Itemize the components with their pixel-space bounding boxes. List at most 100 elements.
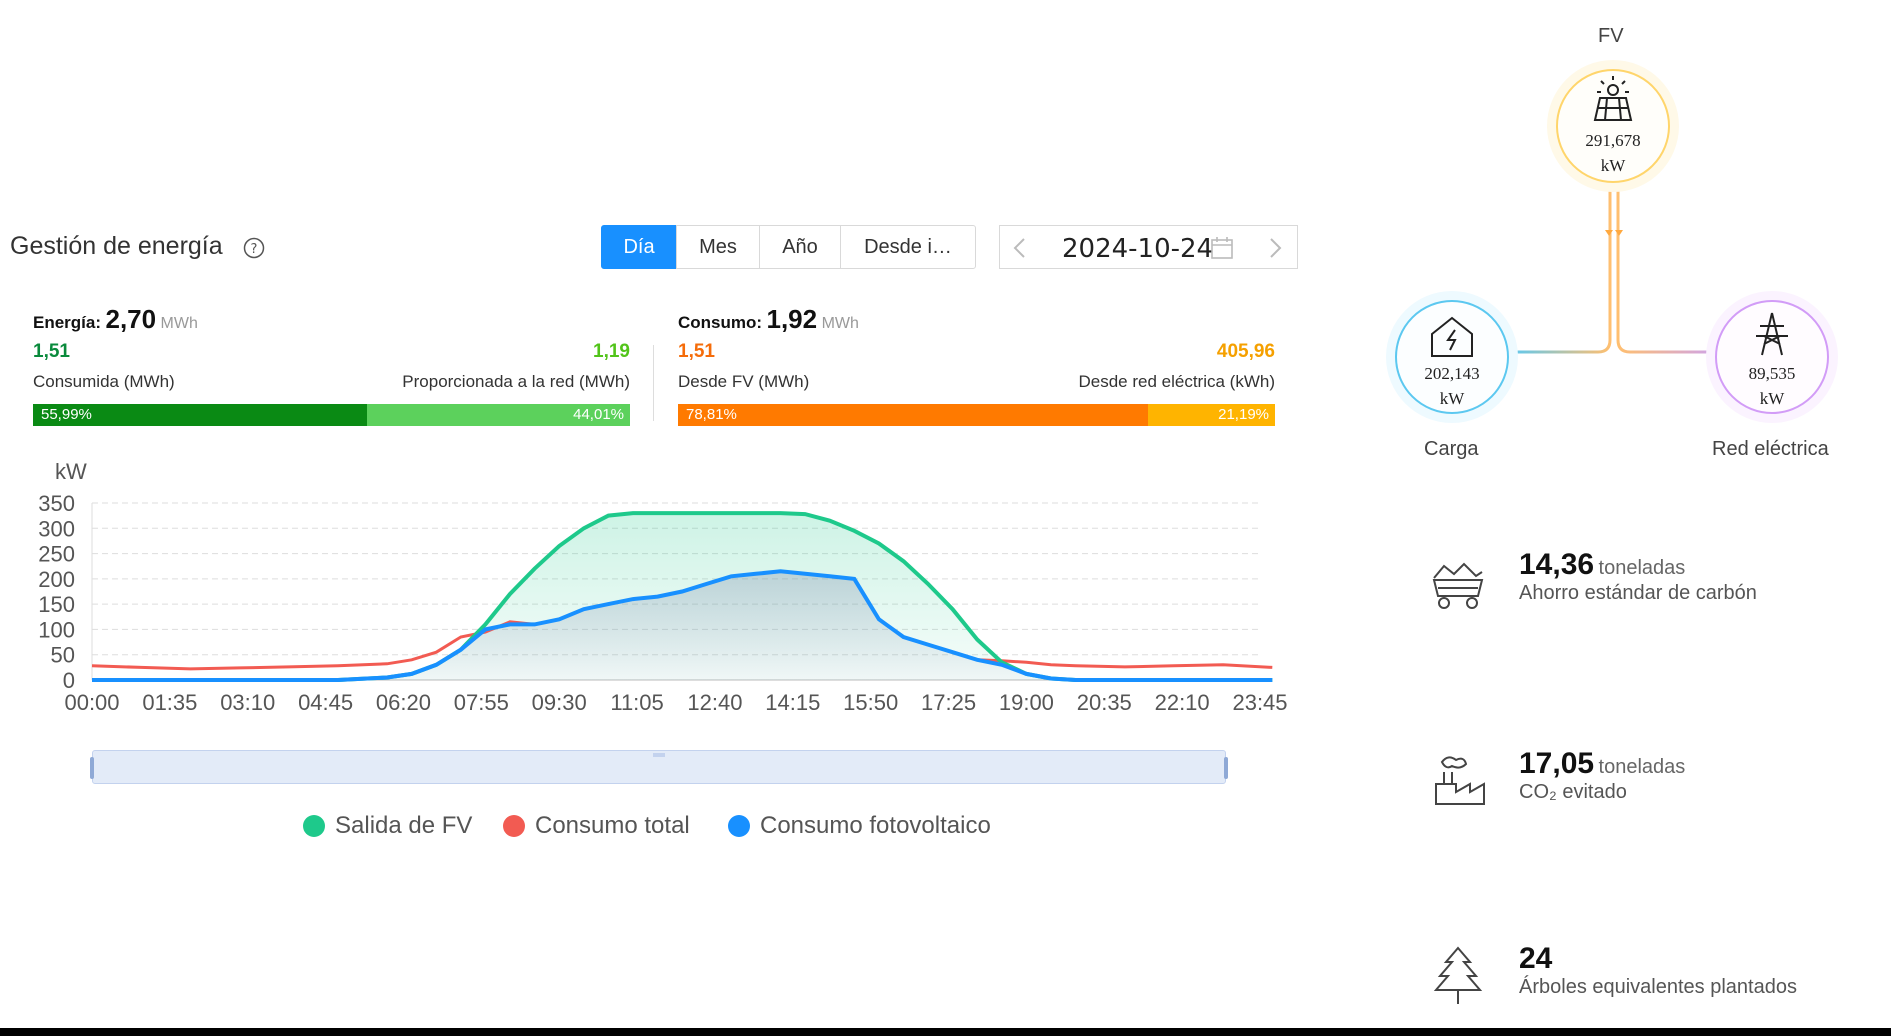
zoom-slider[interactable] xyxy=(90,750,1228,784)
stat-coal: 14,36 toneladas Ahorro estándar de carbó… xyxy=(1519,548,1757,605)
y-tick-label: 100 xyxy=(38,617,75,642)
grid-value: 89,535 kW xyxy=(1748,364,1796,408)
pv-node[interactable] xyxy=(1547,60,1679,192)
legend-label: Consumo total xyxy=(535,812,690,839)
divider xyxy=(653,345,654,421)
grid-label: Red eléctrica xyxy=(1712,438,1829,460)
energy-grid-label: Proporcionada a la red (MWh) xyxy=(402,372,630,391)
svg-text:?: ? xyxy=(251,242,258,257)
legend-total-consumption[interactable]: Consumo total xyxy=(503,812,690,840)
stat-description: Ahorro estándar de carbón xyxy=(1519,582,1757,604)
energy-unit: MWh xyxy=(160,315,198,332)
consumption-pv-bar: 78,81% xyxy=(678,404,1148,426)
coal-cart-icon xyxy=(1432,562,1484,609)
consumption-grid-value: 405,96 xyxy=(1216,341,1275,362)
legend-label: Consumo fotovoltaico xyxy=(760,812,991,839)
stat-value: 17,05 xyxy=(1519,747,1595,780)
consumption-value: 1,92 xyxy=(766,304,818,334)
consumption-pv-value: 1,51 xyxy=(678,341,715,362)
energy-consumed-value: 1,51 xyxy=(33,341,70,362)
slider-handle-left[interactable] xyxy=(90,757,94,779)
calendar-icon[interactable] xyxy=(1210,236,1234,260)
chevron-left-icon[interactable] xyxy=(1010,236,1030,260)
consumption-grid-label: Desde red eléctrica (kWh) xyxy=(1078,372,1275,391)
page-title: Gestión de energía xyxy=(10,232,223,260)
tab-month[interactable]: Mes xyxy=(676,225,760,269)
energy-consumed-bar: 55,99% xyxy=(33,404,367,426)
y-tick-label: 250 xyxy=(38,542,75,567)
date-picker[interactable]: 2024-10-24 xyxy=(999,225,1298,269)
energy-label: Energía: xyxy=(33,313,102,332)
x-tick-label: 09:30 xyxy=(532,690,587,715)
x-tick-label: 17:25 xyxy=(921,690,976,715)
legend-label: Salida de FV xyxy=(335,812,473,839)
x-tick-label: 14:15 xyxy=(765,690,820,715)
solar-panel-icon xyxy=(1593,76,1633,121)
y-tick-label: 150 xyxy=(38,592,75,617)
stat-description: CO₂ evitado xyxy=(1519,781,1627,803)
legend-dot xyxy=(728,815,750,837)
x-tick-label: 19:00 xyxy=(999,690,1054,715)
x-tick-label: 11:05 xyxy=(610,690,663,715)
energy-value: 2,70 xyxy=(105,304,157,334)
flow-lines xyxy=(1510,178,1725,354)
x-tick-label: 03:10 xyxy=(220,690,275,715)
stat-value: 14,36 xyxy=(1519,548,1595,581)
y-tick-label: 350 xyxy=(38,491,75,516)
energy-ratio-bar: 55,99% 44,01% xyxy=(33,404,630,426)
date-value: 2024-10-24 xyxy=(1062,234,1214,264)
slider-grip[interactable] xyxy=(653,753,665,757)
x-tick-label: 12:40 xyxy=(687,690,742,715)
legend-dot xyxy=(503,815,525,837)
tab-year[interactable]: Año xyxy=(759,225,841,269)
tree-icon xyxy=(1433,946,1483,1004)
x-tick-label: 22:10 xyxy=(1155,690,1210,715)
grid-node[interactable] xyxy=(1706,291,1838,423)
stat-unit: toneladas xyxy=(1598,756,1686,778)
stat-value: 24 xyxy=(1519,942,1553,975)
legend-dot xyxy=(303,815,325,837)
pylon-icon xyxy=(1756,312,1788,356)
pv-label: FV xyxy=(1598,25,1624,47)
help-icon[interactable]: ? xyxy=(243,237,265,259)
energy-summary: Energía: 2,70 MWh xyxy=(33,304,198,335)
energy-consumed-label: Consumida (MWh) xyxy=(33,372,175,391)
x-tick-label: 07:55 xyxy=(454,690,509,715)
stat-description: Árboles equivalentes plantados xyxy=(1519,976,1797,998)
energy-grid-value: 1,19 xyxy=(593,341,630,362)
load-value: 202,143 kW xyxy=(1424,364,1480,408)
energy-grid-bar: 44,01% xyxy=(367,404,630,426)
stat-co2: 17,05 toneladas CO₂ evitado xyxy=(1519,747,1685,804)
load-node[interactable] xyxy=(1386,291,1518,423)
consumption-summary: Consumo: 1,92 MWh xyxy=(678,304,859,335)
y-tick-label: 300 xyxy=(38,516,75,541)
house-icon xyxy=(1431,316,1473,357)
tab-since-install[interactable]: Desde i… xyxy=(840,225,976,269)
slider-handle-right[interactable] xyxy=(1224,757,1228,779)
bottom-border xyxy=(0,1028,1891,1036)
chevron-right-icon[interactable] xyxy=(1265,236,1285,260)
consumption-ratio-bar: 78,81% 21,19% xyxy=(678,404,1275,426)
energy-flow-diagram xyxy=(1386,60,1838,423)
series-line-pv-consumption xyxy=(92,569,1273,682)
legend-pv-output[interactable]: Salida de FV xyxy=(303,812,472,840)
x-tick-label: 20:35 xyxy=(1077,690,1132,715)
tab-day[interactable]: Día xyxy=(601,225,677,269)
y-axis-unit: kW xyxy=(55,459,87,484)
x-tick-label: 04:45 xyxy=(298,690,353,715)
consumption-label: Consumo: xyxy=(678,313,763,332)
x-tick-label: 15:50 xyxy=(843,690,898,715)
x-tick-label: 23:45 xyxy=(1232,690,1287,715)
x-tick-label: 01:35 xyxy=(142,690,197,715)
legend-pv-consumption[interactable]: Consumo fotovoltaico xyxy=(728,812,991,840)
load-label: Carga xyxy=(1424,438,1479,460)
x-tick-label: 00:00 xyxy=(64,690,119,715)
stat-trees: 24 Árboles equivalentes plantados xyxy=(1519,942,1797,999)
y-tick-label: 50 xyxy=(51,643,75,668)
pv-consumption-area xyxy=(92,571,1273,680)
pv-value: 291,678 kW xyxy=(1585,131,1641,175)
consumption-pv-label: Desde FV (MWh) xyxy=(678,372,810,391)
stat-unit: toneladas xyxy=(1598,557,1686,579)
consumption-unit: MWh xyxy=(821,315,859,332)
